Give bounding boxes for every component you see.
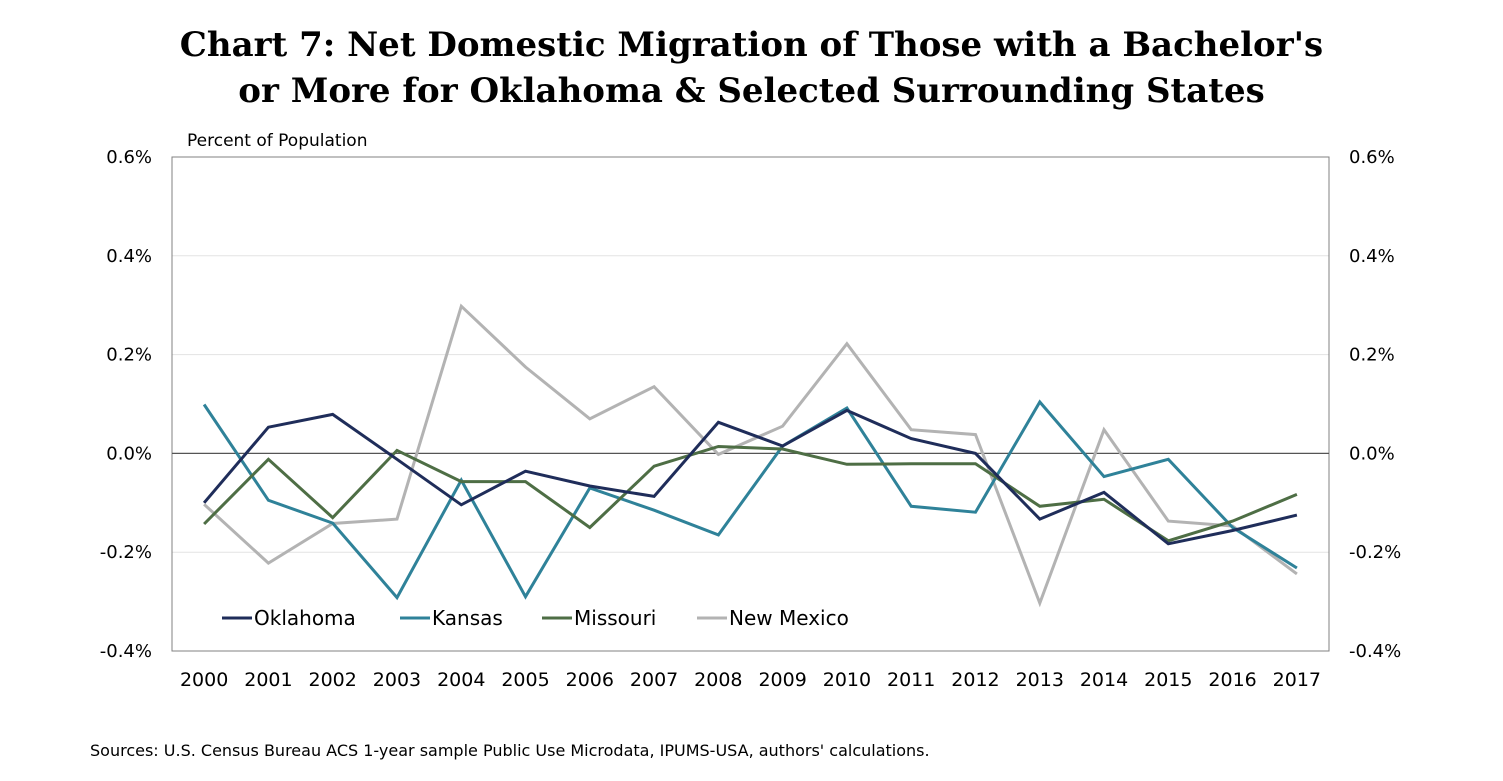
x-tick-label: 2003: [373, 669, 421, 691]
legend-label-missouri: Missouri: [574, 606, 656, 630]
x-tick-label: 2015: [1144, 669, 1192, 691]
y-tick-label-right: 0.4%: [1349, 246, 1395, 267]
x-tick-label: 2016: [1208, 669, 1256, 691]
x-tick-label: 2014: [1080, 669, 1128, 691]
x-tick-label: 2005: [501, 669, 549, 691]
chart-title: Chart 7: Net Domestic Migration of Those…: [0, 22, 1503, 114]
y-tick-label-left: 0.6%: [106, 147, 152, 168]
y-tick-label-right: 0.2%: [1349, 345, 1395, 366]
x-tick-label: 2013: [1016, 669, 1064, 691]
x-tick-label: 2009: [758, 669, 806, 691]
chart-title-line-2: or More for Oklahoma & Selected Surround…: [238, 71, 1265, 111]
y-tick-label-left: -0.4%: [100, 641, 152, 662]
gridlines: [172, 156, 1329, 652]
series-line-kansas: [202, 399, 1298, 601]
x-tick-label: 2001: [244, 669, 292, 691]
x-tick-label: 2000: [180, 669, 228, 691]
legend-label-kansas: Kansas: [432, 606, 503, 630]
x-axis-ticks: 2000 2001 2002 2003 2004 2005 2006 2007 2008 2009…: [180, 669, 1321, 691]
x-tick-label: 2002: [309, 669, 357, 691]
legend-label-new-mexico: New Mexico: [729, 606, 849, 630]
x-tick-label: 2017: [1273, 669, 1321, 691]
x-tick-label: 2008: [694, 669, 742, 691]
legend: Oklahoma Kansas Missouri New Mexico: [222, 606, 849, 630]
x-tick-label: 2010: [823, 669, 871, 691]
series-line-missouri: [203, 444, 1298, 543]
y-axis-right-ticks: 0.6% 0.4% 0.2% 0.0% -0.2% -0.4%: [1349, 147, 1401, 662]
y-tick-label-left: 0.0%: [106, 443, 152, 464]
y-tick-label-left: 0.4%: [106, 246, 152, 267]
series-line-oklahoma: [202, 408, 1298, 546]
x-tick-label: 2012: [951, 669, 999, 691]
y-axis-title: Percent of Population: [187, 131, 367, 151]
y-tick-label-left: 0.2%: [106, 345, 152, 366]
y-tick-label-left: -0.2%: [100, 542, 152, 563]
x-tick-label: 2011: [887, 669, 935, 691]
source-note: Sources: U.S. Census Bureau ACS 1-year s…: [90, 741, 930, 760]
y-axis-left-ticks: 0.6% 0.4% 0.2% 0.0% -0.2% -0.4%: [100, 147, 152, 662]
x-tick-label: 2004: [437, 669, 485, 691]
y-tick-label-right: 0.6%: [1349, 147, 1395, 168]
y-tick-label-right: -0.2%: [1349, 542, 1401, 563]
x-tick-label: 2006: [566, 669, 614, 691]
plot-area-frame: [171, 156, 1330, 652]
series-line-new-mexico: [203, 303, 1298, 608]
series-lines: [202, 303, 1298, 608]
x-tick-label: 2007: [630, 669, 678, 691]
y-tick-label-right: -0.4%: [1349, 641, 1401, 662]
legend-label-oklahoma: Oklahoma: [254, 606, 356, 630]
y-tick-label-right: 0.0%: [1349, 443, 1395, 464]
chart-title-line-1: Chart 7: Net Domestic Migration of Those…: [179, 25, 1324, 65]
